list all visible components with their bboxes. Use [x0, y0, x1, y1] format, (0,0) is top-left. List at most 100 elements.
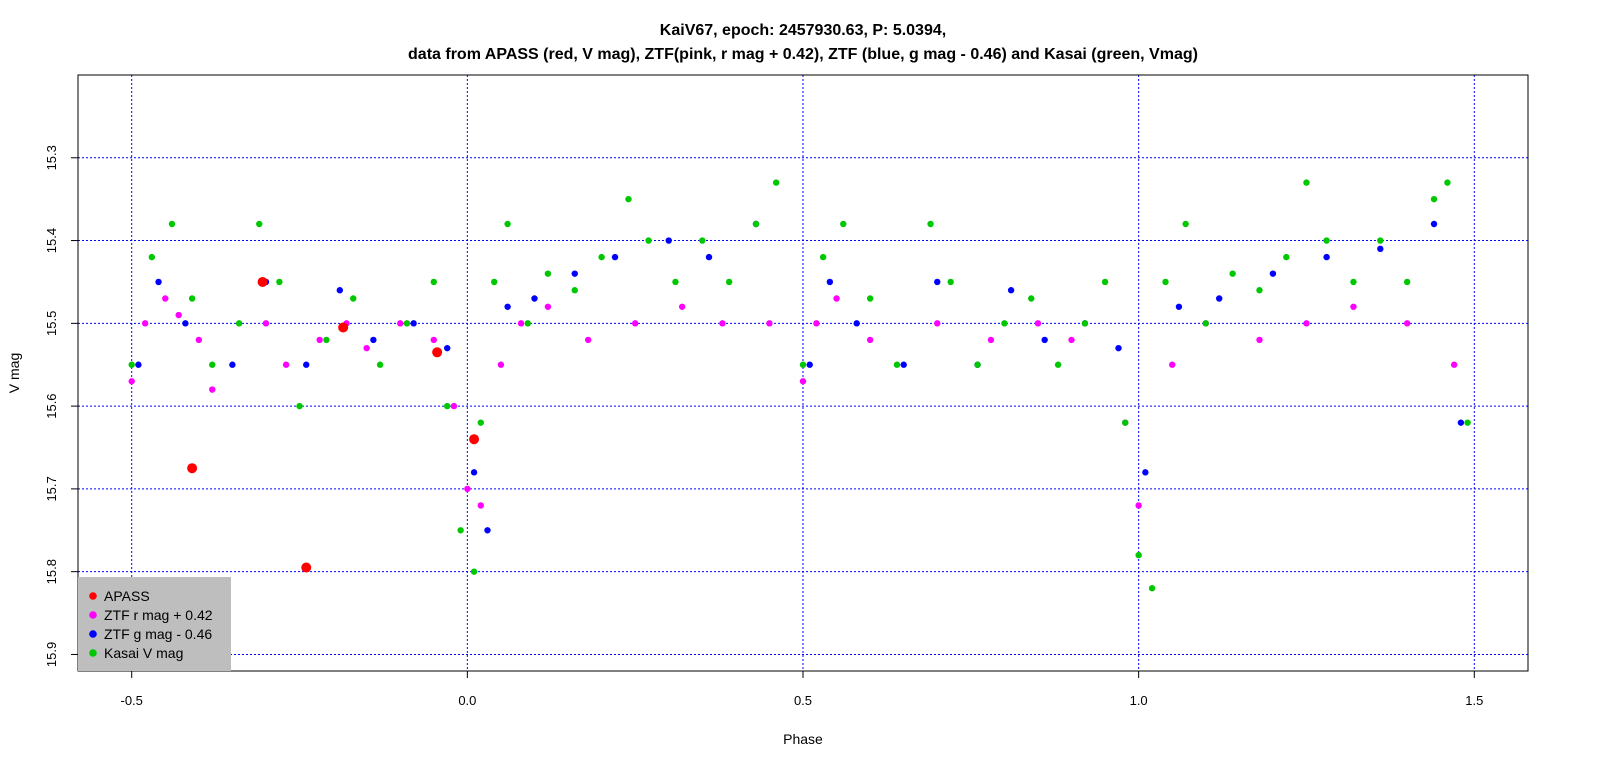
data-point	[188, 295, 196, 302]
data-point	[1041, 336, 1048, 344]
y-axis-label: V mag	[6, 353, 22, 393]
data-point	[719, 320, 726, 327]
data-point	[1001, 320, 1008, 327]
data-point	[1303, 320, 1310, 327]
data-point	[571, 287, 578, 294]
x-tick-label: 0.0	[458, 693, 476, 708]
data-point	[370, 336, 377, 344]
data-point	[799, 378, 807, 385]
data-point	[866, 336, 874, 344]
data-point	[866, 295, 874, 302]
data-point	[175, 311, 182, 319]
y-tick-label: 15.7	[44, 476, 59, 501]
data-point	[432, 347, 443, 358]
data-point	[1350, 303, 1357, 310]
y-tick-label: 15.9	[44, 642, 59, 667]
data-point	[1403, 278, 1411, 286]
data-point	[209, 386, 216, 393]
data-point	[504, 303, 511, 310]
data-point	[833, 295, 840, 302]
grid-lines	[78, 75, 1528, 671]
data-point	[376, 361, 384, 368]
chart-subtitle: data from APASS (red, V mag), ZTF(pink, …	[408, 46, 1198, 63]
data-point	[504, 220, 511, 228]
data-point	[497, 361, 505, 368]
data-point	[484, 527, 491, 534]
data-point	[631, 320, 639, 327]
data-point	[1054, 361, 1062, 368]
data-point	[257, 276, 268, 287]
data-point	[893, 361, 901, 368]
y-tick-label: 15.6	[44, 393, 59, 418]
data-point	[752, 220, 760, 228]
data-point	[470, 568, 478, 575]
data-point	[947, 278, 954, 286]
data-point	[1148, 585, 1156, 592]
data-point	[1115, 344, 1122, 352]
data-point	[1135, 502, 1142, 509]
data-point	[725, 278, 733, 286]
data-point	[403, 320, 411, 327]
data-point	[182, 320, 189, 327]
data-point	[799, 361, 807, 368]
data-point	[1142, 469, 1149, 476]
data-point	[900, 361, 907, 368]
data-point	[571, 270, 578, 277]
data-point	[806, 361, 813, 368]
data-point	[1256, 336, 1263, 344]
data-point	[1175, 303, 1183, 310]
data-point	[611, 253, 619, 261]
data-point	[457, 527, 464, 534]
data-point	[1202, 320, 1209, 327]
data-point	[470, 469, 478, 476]
legend-marker	[89, 592, 97, 600]
data-point	[168, 220, 176, 228]
x-tick-label: 1.0	[1130, 693, 1148, 708]
data-point	[209, 361, 216, 368]
legend-background	[78, 577, 231, 671]
data-point	[301, 562, 312, 573]
data-point	[1068, 336, 1075, 344]
data-point	[1122, 419, 1129, 426]
data-point	[1350, 278, 1357, 286]
data-point	[584, 336, 592, 344]
data-point	[1216, 295, 1223, 302]
data-point	[974, 361, 981, 368]
data-point	[235, 320, 243, 327]
data-point	[336, 287, 344, 294]
data-point	[645, 237, 652, 244]
data-point	[1323, 253, 1330, 261]
x-axis: -0.5 0.0 0.5 1.0 1.5	[121, 670, 1483, 708]
legend-label: APASS	[104, 588, 150, 604]
x-tick-label: 1.5	[1465, 693, 1483, 708]
data-point	[1101, 278, 1109, 286]
data-point	[1377, 237, 1384, 244]
legend: APASS ZTF r mag + 0.42 ZTF g mag - 0.46 Kas…	[78, 577, 231, 671]
data-point	[1430, 195, 1438, 203]
data-point	[1034, 320, 1042, 327]
data-point	[1135, 551, 1142, 559]
data-point	[155, 278, 162, 286]
data-point	[517, 320, 525, 327]
data-point	[531, 295, 538, 302]
data-point	[363, 344, 370, 352]
data-point	[430, 336, 437, 344]
data-point	[524, 320, 531, 327]
x-tick-label: -0.5	[121, 693, 143, 708]
data-points	[128, 179, 1471, 592]
data-point	[934, 320, 941, 327]
data-point	[1169, 361, 1176, 368]
data-point	[444, 344, 451, 352]
data-point	[256, 220, 263, 228]
data-point	[598, 253, 605, 261]
data-point	[491, 278, 498, 286]
data-point	[678, 303, 686, 310]
data-point	[477, 419, 484, 426]
data-point	[1457, 419, 1465, 426]
data-point	[477, 502, 484, 509]
data-point	[772, 179, 780, 186]
data-point	[625, 195, 632, 203]
data-point	[927, 220, 934, 228]
data-point	[1403, 320, 1411, 327]
data-point	[450, 402, 458, 410]
